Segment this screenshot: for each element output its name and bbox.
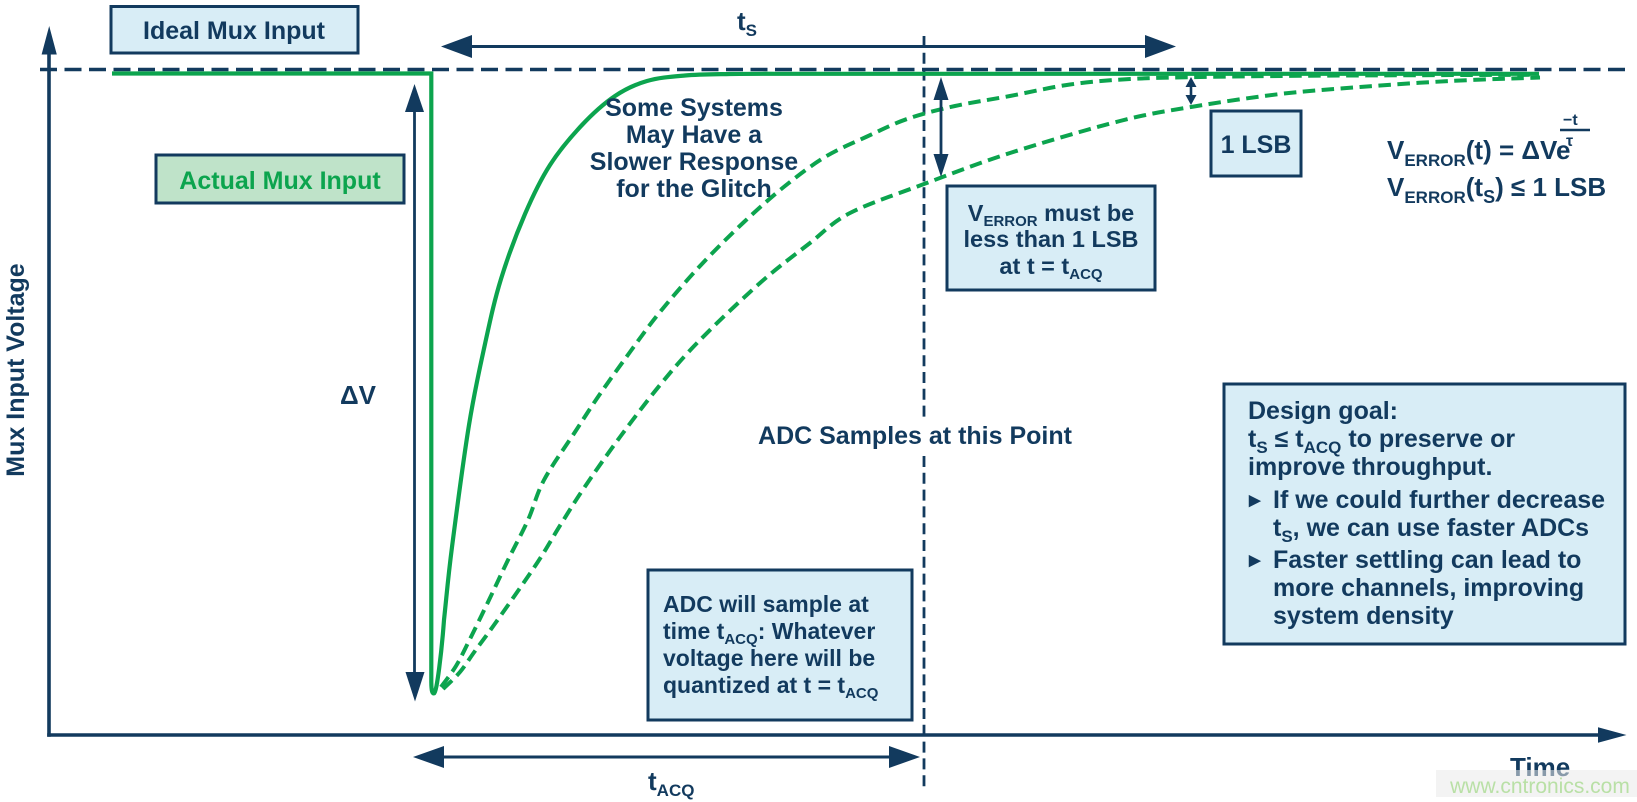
svg-text:VERROR(t) = ΔVe: VERROR(t) = ΔVe [1387, 135, 1570, 170]
svg-text:more channels, improving: more channels, improving [1273, 574, 1584, 602]
svg-text:ΔV: ΔV [340, 380, 377, 410]
svg-text:ADC Samples at this Point: ADC Samples at this Point [758, 422, 1073, 450]
svg-text:less than 1 LSB: less than 1 LSB [964, 226, 1139, 252]
svg-text:▶: ▶ [1248, 492, 1262, 509]
svg-text:−t: −t [1563, 112, 1578, 129]
svg-text:▶: ▶ [1248, 552, 1262, 569]
svg-text:Faster settling can lead to: Faster settling can lead to [1273, 546, 1581, 574]
svg-text:Mux Input Voltage: Mux Input Voltage [2, 263, 30, 477]
svg-text:ADC will sample at: ADC will sample at [663, 591, 869, 617]
svg-text:for the Glitch: for the Glitch [616, 175, 772, 203]
svg-text:system density: system density [1273, 602, 1454, 630]
svg-text:If we could further decrease: If we could further decrease [1273, 486, 1605, 514]
svg-text:tACQ: tACQ [648, 766, 694, 800]
svg-text:May Have a: May Have a [626, 121, 763, 149]
svg-text:τ: τ [1566, 133, 1573, 150]
svg-text:improve throughput.: improve throughput. [1248, 453, 1492, 481]
svg-text:VERROR must be: VERROR must be [968, 200, 1135, 230]
svg-text:Ideal Mux Input: Ideal Mux Input [143, 17, 326, 45]
svg-text:voltage here will be: voltage here will be [663, 645, 875, 671]
svg-text:time tACQ: Whatever: time tACQ: Whatever [663, 618, 875, 648]
svg-text:Actual Mux Input: Actual Mux Input [179, 167, 381, 195]
svg-text:quantized at t = tACQ: quantized at t = tACQ [663, 672, 879, 702]
svg-text:tS ≤ tACQ to preserve or: tS ≤ tACQ to preserve or [1248, 425, 1515, 457]
svg-text:tS, we can use faster ADCs: tS, we can use faster ADCs [1273, 514, 1589, 546]
svg-text:Design goal:: Design goal: [1248, 397, 1398, 425]
svg-text:www.cntronics.com: www.cntronics.com [1449, 775, 1630, 798]
svg-text:tS: tS [737, 6, 757, 40]
svg-text:Some Systems: Some Systems [605, 94, 783, 122]
svg-text:1 LSB: 1 LSB [1221, 131, 1292, 159]
svg-text:VERROR(tS) ≤ 1 LSB: VERROR(tS) ≤ 1 LSB [1387, 172, 1606, 207]
svg-text:Slower Response: Slower Response [590, 148, 798, 176]
